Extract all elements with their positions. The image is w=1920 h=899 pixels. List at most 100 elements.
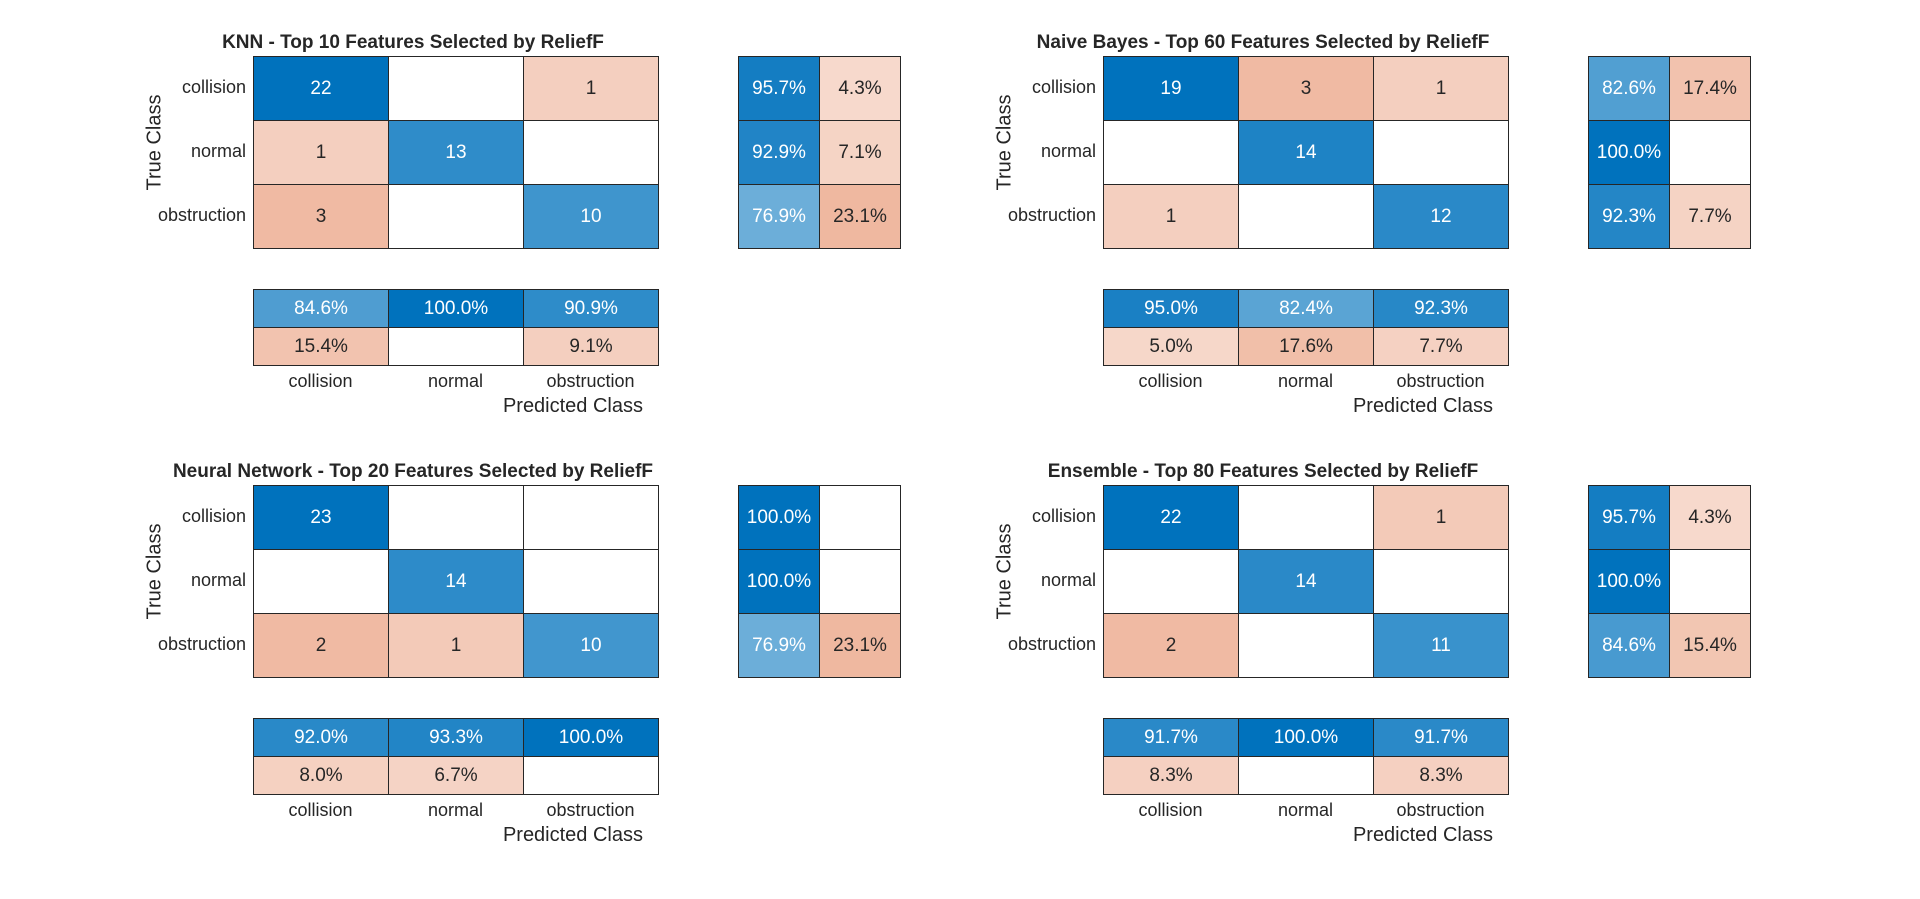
column-summary-cell: 92.0% — [253, 718, 389, 757]
x-tick-label: collision — [288, 371, 353, 391]
column-summary-cell: 84.6% — [253, 289, 389, 328]
y-axis-title: True Class — [143, 523, 166, 620]
column-summary-cell: 95.0% — [1103, 289, 1239, 328]
y-axis-title: True Class — [143, 94, 166, 191]
row-summary-cell: 100.0% — [1588, 120, 1670, 185]
matrix-cell: 1 — [1103, 184, 1239, 249]
y-tick-label: normal — [190, 141, 246, 161]
matrix-cell: 14 — [1238, 549, 1374, 614]
column-summary-cell: 91.7% — [1103, 718, 1239, 757]
matrix-cell: 19 — [1103, 56, 1239, 121]
row-summary-cell: 76.9% — [738, 184, 820, 249]
matrix-cell: 10 — [523, 184, 659, 249]
column-summary-cell: 90.9% — [523, 289, 659, 328]
column-summary-cell: 91.7% — [1373, 718, 1509, 757]
confusion-matrix: 19 3 1 14 1 12 — [1103, 56, 1509, 249]
confusion-chart-panel: Naive Bayes - Top 60 Features Selected b… — [953, 31, 1773, 451]
y-tick-label: collision — [1031, 506, 1096, 526]
y-tick-label: collision — [181, 77, 246, 97]
x-tick-label: normal — [427, 371, 484, 391]
row-summary-cell — [1669, 549, 1751, 614]
column-summary-cell — [523, 756, 659, 795]
y-tick-label: collision — [1031, 77, 1096, 97]
matrix-cell — [1103, 120, 1239, 185]
matrix-cell: 2 — [253, 613, 389, 678]
matrix-cell: 22 — [253, 56, 389, 121]
confusion-chart-panel: Neural Network - Top 20 Features Selecte… — [103, 460, 923, 880]
y-tick-label: collision — [181, 506, 246, 526]
row-summary-cell — [819, 549, 901, 614]
row-summary-cell: 95.7% — [1588, 485, 1670, 550]
row-summary-cell: 15.4% — [1669, 613, 1751, 678]
column-summary-cell: 8.0% — [253, 756, 389, 795]
column-summary-cell: 93.3% — [388, 718, 524, 757]
column-summary-cell: 100.0% — [388, 289, 524, 328]
column-summary-cell: 100.0% — [1238, 718, 1374, 757]
matrix-cell — [523, 120, 659, 185]
x-tick-label: obstruction — [1396, 800, 1485, 820]
x-tick-label: obstruction — [546, 371, 635, 391]
chart-title: Naive Bayes - Top 60 Features Selected b… — [1036, 32, 1490, 53]
x-axis-title-text: Predicted Class — [502, 824, 643, 846]
x-tick-label: collision — [1138, 800, 1203, 820]
y-tick-label: obstruction — [157, 205, 246, 225]
matrix-cell: 2 — [1103, 613, 1239, 678]
matrix-cell: 13 — [388, 120, 524, 185]
matrix-cell: 1 — [1373, 56, 1509, 121]
row-summary: 95.7% 4.3% 100.0% 84.6% 15.4% — [1588, 485, 1751, 678]
matrix-cell — [1373, 549, 1509, 614]
row-summary-cell: 95.7% — [738, 56, 820, 121]
row-summary-cell — [1669, 120, 1751, 185]
row-summary-cell: 23.1% — [819, 613, 901, 678]
matrix-cell: 1 — [523, 56, 659, 121]
matrix-cell — [388, 184, 524, 249]
column-summary-cell: 6.7% — [388, 756, 524, 795]
row-summary-cell — [819, 485, 901, 550]
x-axis-title-text: Predicted Class — [502, 395, 643, 417]
x-tick-label: collision — [1138, 371, 1203, 391]
column-summary-cell: 5.0% — [1103, 327, 1239, 366]
y-tick-label: normal — [190, 570, 246, 590]
row-summary: 100.0% 100.0% 76.9% 23.1% — [738, 485, 901, 678]
chart-title: KNN - Top 10 Features Selected by Relief… — [222, 32, 604, 53]
x-tick-label: normal — [1277, 800, 1334, 820]
x-axis-title: Predicted Class — [1103, 824, 1508, 847]
column-summary-cell: 92.3% — [1373, 289, 1509, 328]
column-summary-cell — [1238, 756, 1374, 795]
chart-title: Neural Network - Top 20 Features Selecte… — [172, 461, 654, 482]
x-axis-title-text: Predicted Class — [1352, 824, 1493, 846]
matrix-cell — [1238, 613, 1374, 678]
y-axis-title: True Class — [993, 94, 1016, 191]
row-summary: 95.7% 4.3% 92.9% 7.1% 76.9% 23.1% — [738, 56, 901, 249]
row-summary-cell: 100.0% — [1588, 549, 1670, 614]
matrix-cell — [253, 549, 389, 614]
matrix-cell — [1373, 120, 1509, 185]
confusion-matrix: 23 14 2 1 10 — [253, 485, 659, 678]
column-summary-cell: 15.4% — [253, 327, 389, 366]
matrix-cell: 22 — [1103, 485, 1239, 550]
x-axis-title: Predicted Class — [253, 824, 658, 847]
matrix-cell: 23 — [253, 485, 389, 550]
matrix-cell — [1238, 485, 1374, 550]
x-axis-title-text: Predicted Class — [1352, 395, 1493, 417]
matrix-cell — [388, 56, 524, 121]
matrix-cell: 1 — [388, 613, 524, 678]
matrix-cell: 14 — [1238, 120, 1374, 185]
y-tick-label: obstruction — [1007, 205, 1096, 225]
x-tick-label: normal — [1277, 371, 1334, 391]
column-summary-cell: 9.1% — [523, 327, 659, 366]
y-tick-label: obstruction — [157, 634, 246, 654]
confusion-matrix: 22 1 1 13 3 10 — [253, 56, 659, 249]
row-summary-cell: 76.9% — [738, 613, 820, 678]
row-summary: 82.6% 17.4% 100.0% 92.3% 7.7% — [1588, 56, 1751, 249]
row-summary-cell: 92.3% — [1588, 184, 1670, 249]
x-axis-title: Predicted Class — [253, 395, 658, 418]
column-summary-cell: 8.3% — [1373, 756, 1509, 795]
column-summary-cell: 82.4% — [1238, 289, 1374, 328]
column-summary: 84.6% 100.0% 90.9% 15.4% 9.1% — [253, 289, 659, 366]
matrix-cell — [1238, 184, 1374, 249]
row-summary-cell: 100.0% — [738, 485, 820, 550]
matrix-cell — [388, 485, 524, 550]
matrix-cell: 3 — [1238, 56, 1374, 121]
